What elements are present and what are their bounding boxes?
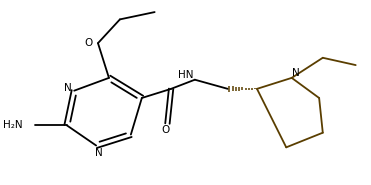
Text: O: O [84, 38, 92, 48]
Text: N: N [64, 83, 72, 93]
Text: N: N [292, 68, 300, 78]
Text: H₂N: H₂N [3, 120, 23, 130]
Text: HN: HN [177, 70, 193, 80]
Text: O: O [161, 125, 170, 135]
Text: N: N [95, 148, 103, 158]
